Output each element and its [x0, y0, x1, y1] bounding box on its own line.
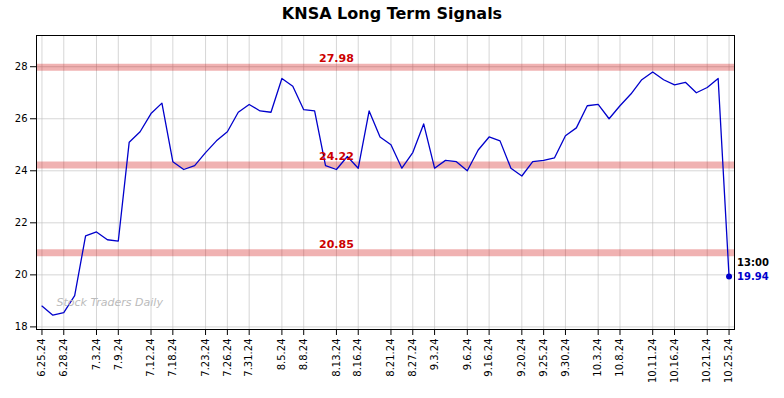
svg-text:8.27.24: 8.27.24 [407, 339, 418, 377]
svg-text:7.3.24: 7.3.24 [91, 339, 102, 371]
svg-text:10.25.24: 10.25.24 [723, 339, 734, 384]
svg-text:27.98: 27.98 [319, 52, 354, 65]
svg-text:8.5.24: 8.5.24 [276, 339, 287, 371]
svg-text:7.12.24: 7.12.24 [145, 339, 156, 377]
svg-text:7.26.24: 7.26.24 [222, 339, 233, 377]
svg-text:18: 18 [15, 321, 28, 332]
svg-text:22: 22 [15, 217, 28, 228]
svg-text:10.3.24: 10.3.24 [592, 339, 603, 377]
svg-text:24: 24 [15, 165, 28, 176]
svg-text:8.8.24: 8.8.24 [298, 339, 309, 371]
svg-text:10.21.24: 10.21.24 [701, 339, 712, 384]
svg-text:8.13.24: 8.13.24 [331, 339, 342, 377]
html-text:KNSA Long Term Signals: KNSA Long Term Signals [281, 4, 503, 23]
svg-text:9.16.24: 9.16.24 [483, 339, 494, 377]
svg-text:7.23.24: 7.23.24 [200, 339, 211, 377]
svg-text:6.25.24: 6.25.24 [36, 339, 47, 377]
svg-text:10.11.24: 10.11.24 [647, 339, 658, 384]
svg-text:24.22: 24.22 [319, 150, 354, 163]
svg-text:7.9.24: 7.9.24 [112, 339, 123, 371]
svg-text:8.16.24: 8.16.24 [352, 339, 363, 377]
svg-text:20: 20 [15, 269, 28, 280]
svg-text:20.85: 20.85 [319, 238, 354, 251]
svg-text:9.25.24: 9.25.24 [538, 339, 549, 377]
svg-text:26: 26 [15, 113, 28, 124]
svg-text:9.20.24: 9.20.24 [516, 339, 527, 377]
svg-text:7.18.24: 7.18.24 [167, 339, 178, 377]
svg-text:10.8.24: 10.8.24 [614, 339, 625, 377]
svg-text:13:00: 13:00 [737, 257, 769, 268]
svg-text:19.94: 19.94 [737, 271, 769, 282]
svg-text:6.28.24: 6.28.24 [58, 339, 69, 377]
svg-text:8.21.24: 8.21.24 [385, 339, 396, 377]
svg-text:Stock Traders Daily: Stock Traders Daily [57, 296, 164, 309]
svg-text:9.30.24: 9.30.24 [560, 339, 571, 377]
svg-text:9.3.24: 9.3.24 [429, 339, 440, 371]
svg-text:7.31.24: 7.31.24 [243, 339, 254, 377]
svg-text:28: 28 [15, 61, 28, 72]
svg-text:10.16.24: 10.16.24 [669, 339, 680, 384]
svg-text:9.6.24: 9.6.24 [461, 339, 472, 371]
